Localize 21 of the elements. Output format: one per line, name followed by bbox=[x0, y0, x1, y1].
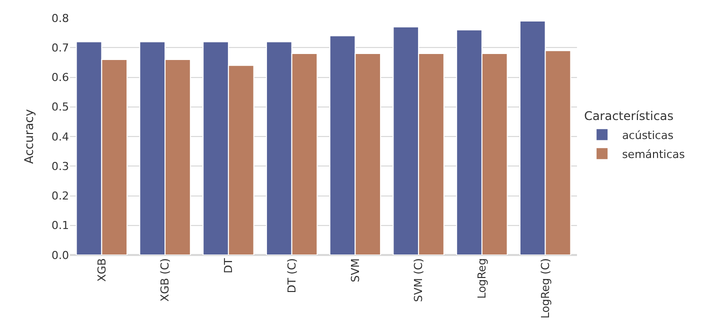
x-tick-label: DT (C) bbox=[285, 258, 298, 294]
y-tick-label: 0.4 bbox=[52, 130, 69, 144]
y-tick-label: 0.7 bbox=[52, 41, 69, 54]
y-tick-label: 0.1 bbox=[52, 219, 69, 232]
y-tick-label: 0.2 bbox=[52, 190, 69, 203]
legend-label: acústicas bbox=[622, 128, 674, 142]
legend-label: semánticas bbox=[622, 148, 686, 161]
y-tick-label: 0.0 bbox=[52, 248, 69, 262]
y-tick-label: 0.5 bbox=[52, 100, 69, 114]
x-tick-label: LogReg (C) bbox=[538, 258, 552, 319]
y-tick-label: 0.8 bbox=[52, 12, 69, 25]
x-tick-label: XGB bbox=[95, 258, 108, 282]
x-tick-label: SVM bbox=[348, 258, 362, 282]
x-tick-label: LogReg bbox=[476, 258, 489, 299]
y-tick-label: 0.3 bbox=[52, 160, 69, 173]
x-tick-label: SVM (C) bbox=[412, 258, 426, 302]
x-tick-label: XGB (C) bbox=[158, 258, 172, 302]
y-axis-title: Accuracy bbox=[22, 109, 36, 164]
x-tick-label: DT bbox=[222, 258, 236, 274]
y-tick-label: 0.6 bbox=[52, 71, 69, 84]
legend-title: Características bbox=[584, 109, 674, 124]
